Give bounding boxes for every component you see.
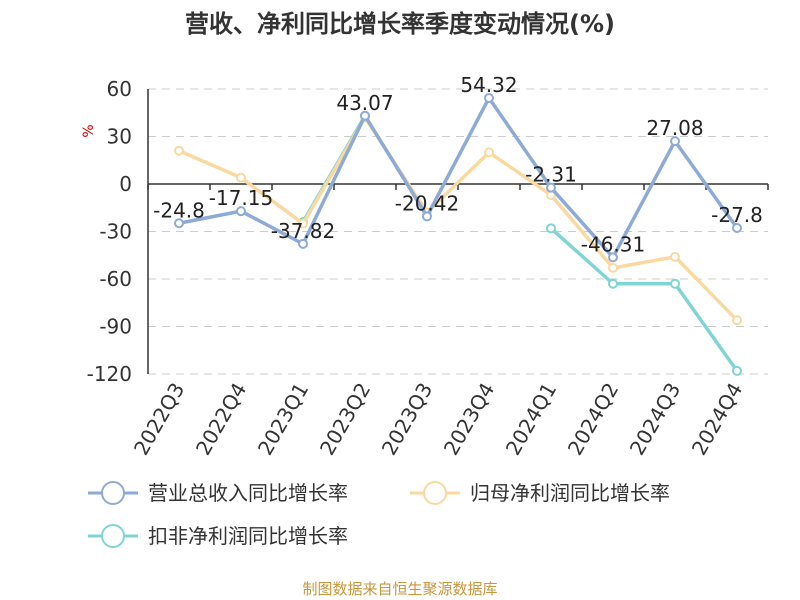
- legend-label: 营业总收入同比增长率: [148, 481, 348, 505]
- data-label: 43.07: [336, 91, 393, 115]
- x-tick-label: 2023Q4: [439, 379, 499, 460]
- legend-label: 归母净利润同比增长率: [470, 481, 670, 505]
- data-point: [670, 136, 680, 147]
- y-tick-label: 30: [107, 125, 132, 149]
- data-point: [236, 206, 246, 217]
- data-point: [236, 172, 246, 183]
- data-point: [484, 147, 494, 158]
- data-label: -17.15: [209, 186, 273, 210]
- series-lines: [174, 92, 742, 376]
- y-tick-label: 60: [107, 77, 132, 101]
- data-label: 54.32: [460, 73, 517, 97]
- data-point: [298, 218, 308, 229]
- legend-item: 营业总收入同比增长率: [88, 481, 348, 505]
- x-tick-label: 2023Q1: [253, 379, 313, 460]
- legend-item: 归母净利润同比增长率: [410, 481, 670, 505]
- data-point: [360, 110, 370, 121]
- data-label: -20.42: [395, 191, 459, 215]
- data-point: [174, 218, 184, 229]
- data-point: [732, 223, 742, 234]
- data-label: 27.08: [646, 116, 703, 140]
- legend-marker: [101, 481, 125, 505]
- legend-marker: [101, 524, 125, 548]
- data-labels: -24.8-17.15 -37.82 43.07 -20.42 54.32 -2.31 -4…: [153, 73, 763, 256]
- source-note: 制图数据来自恒生聚源数据库: [302, 580, 497, 598]
- y-tick-label: -30: [99, 220, 132, 244]
- data-point: [670, 278, 680, 289]
- grid: [148, 88, 768, 375]
- data-label: -27.8: [711, 203, 763, 227]
- y-tick-label: -90: [99, 315, 132, 339]
- data-point: [422, 211, 432, 222]
- x-tick-label: 2022Q3: [129, 379, 189, 460]
- data-label: -2.31: [525, 163, 577, 187]
- x-tick-label: 2023Q3: [377, 379, 437, 460]
- x-tick-label: 2024Q2: [563, 379, 623, 460]
- series-line: [178, 96, 739, 260]
- data-point: [546, 223, 556, 234]
- data-point: [608, 262, 618, 273]
- chart-title: 营收、净利同比增长率季度变动情况(%): [185, 10, 615, 38]
- series-line: [178, 115, 739, 322]
- data-point: [298, 238, 308, 249]
- series-line: [549, 227, 739, 372]
- data-point: [670, 251, 680, 262]
- x-tick-label: 2024Q1: [501, 379, 561, 460]
- data-label: -46.31: [581, 232, 645, 256]
- legend-marker: [423, 481, 447, 505]
- y-tick-label: -60: [99, 267, 132, 291]
- data-point: [608, 252, 618, 263]
- data-label: -24.8: [153, 198, 205, 222]
- x-tick-label: 2022Q4: [191, 379, 251, 460]
- data-point: [484, 92, 494, 103]
- data-point: [732, 365, 742, 376]
- legend-label: 扣非净利润同比增长率: [148, 524, 348, 548]
- data-point: [608, 278, 618, 289]
- data-point: [546, 182, 556, 193]
- legend-item: 扣非净利润同比增长率: [88, 524, 348, 548]
- data-label: -37.82: [271, 219, 335, 243]
- x-tick-label: 2024Q4: [687, 379, 747, 460]
- data-point: [732, 315, 742, 326]
- x-tick-label: 2023Q2: [315, 379, 375, 460]
- y-tick-label: -120: [87, 362, 132, 386]
- data-point: [174, 145, 184, 156]
- x-tick-label: 2024Q3: [625, 379, 685, 460]
- y-tick-label: 0: [119, 172, 132, 196]
- y-axis-unit: %: [81, 124, 97, 137]
